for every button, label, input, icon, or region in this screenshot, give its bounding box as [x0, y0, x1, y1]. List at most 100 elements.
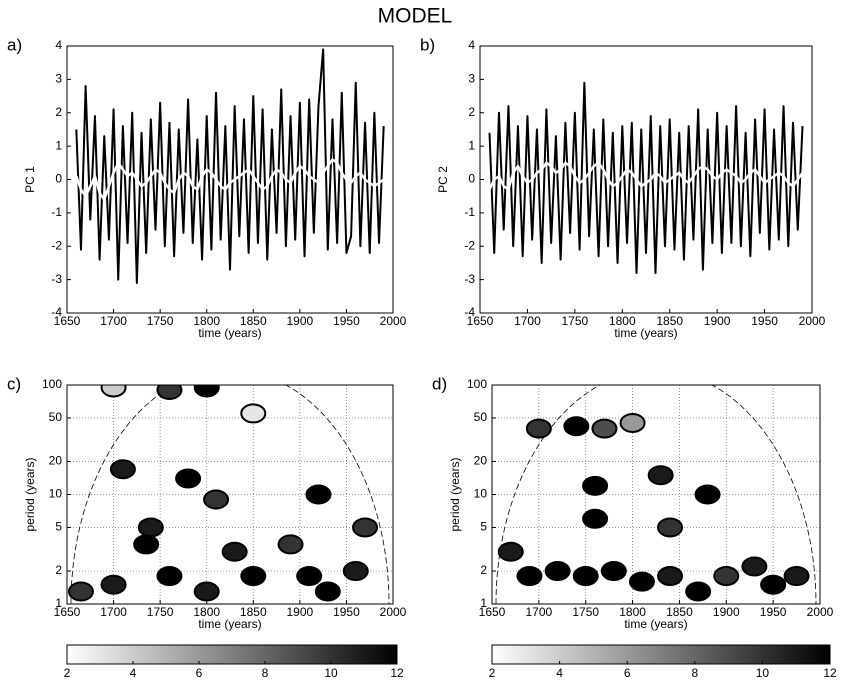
x-tick-label: 1950 [760, 605, 787, 619]
power-region [582, 508, 609, 529]
x-tick-label: 1800 [193, 605, 220, 619]
colorbar-tick-label: 8 [691, 666, 698, 680]
power-region [525, 418, 552, 439]
power-region [563, 416, 590, 437]
y-tick-label: -4 [464, 305, 475, 319]
power-region [109, 459, 136, 480]
colorbar-tick-label: 2 [64, 666, 71, 680]
y-tick-label: 10 [49, 487, 63, 501]
x-tick-label: 1800 [193, 314, 220, 328]
x-tick-label: 1650 [54, 314, 81, 328]
y-tick-label: -1 [51, 205, 62, 219]
y-tick-label: 5 [480, 520, 487, 534]
x-tick-label: 1750 [147, 605, 174, 619]
x-tick-label: 1650 [54, 605, 81, 619]
power-region [497, 541, 524, 562]
plot-frame [66, 384, 394, 605]
x-tick-label: 1700 [100, 605, 127, 619]
y-tick-label: 2 [55, 105, 62, 119]
x-axis-label: time (years) [198, 326, 261, 340]
power-region [600, 561, 627, 582]
plot-frame [479, 45, 813, 314]
y-tick-label: 20 [49, 454, 63, 468]
power-region [203, 489, 230, 510]
cone-of-influence [70, 385, 390, 604]
y-tick-label: 20 [474, 454, 488, 468]
power-region [685, 581, 712, 602]
y-tick-label: 1 [55, 138, 62, 152]
x-tick-label: 1900 [287, 314, 314, 328]
x-tick-label: 1700 [526, 605, 553, 619]
x-tick-label: 1750 [147, 314, 174, 328]
x-tick-label: 2000 [799, 314, 826, 328]
panel-label: a) [7, 35, 22, 54]
x-axis-label: time (years) [198, 617, 261, 631]
y-tick-label: 10 [474, 487, 488, 501]
power-region [591, 418, 618, 439]
figure-title: MODEL [378, 5, 453, 28]
colorbar-tick-label: 12 [390, 666, 404, 680]
y-tick-label: 4 [468, 38, 475, 52]
power-region [314, 581, 341, 602]
plot-area [67, 385, 393, 604]
power-region [619, 412, 646, 433]
colorbar [491, 644, 831, 665]
x-tick-label: 2000 [807, 605, 834, 619]
power-region [67, 581, 94, 602]
y-axis-label: PC 1 [23, 166, 37, 193]
power-region [342, 561, 369, 582]
y-tick-label: 3 [55, 72, 62, 86]
power-region [100, 574, 127, 595]
power-region [296, 566, 323, 587]
power-region [240, 403, 267, 424]
y-tick-label: -3 [51, 272, 62, 286]
power-region [647, 465, 674, 486]
power-region [760, 574, 787, 595]
x-tick-label: 1850 [666, 605, 693, 619]
y-tick-label: -1 [464, 205, 475, 219]
y-axis-label: PC 2 [436, 166, 450, 193]
power-region [694, 484, 721, 505]
plot-frame [491, 384, 821, 605]
power-region [305, 484, 332, 505]
x-tick-label: 1850 [656, 314, 683, 328]
y-tick-label: 100 [42, 377, 62, 391]
power-region [352, 517, 379, 538]
series-line [488, 81, 804, 274]
plot-area [75, 48, 385, 284]
power-region [175, 468, 202, 489]
power-region [713, 566, 740, 587]
power-region [628, 571, 655, 592]
y-tick-label: 2 [468, 105, 475, 119]
power-region [240, 566, 267, 587]
power-region [516, 566, 543, 587]
colorbar-tick-label: 4 [556, 666, 563, 680]
y-tick-label: 0 [55, 172, 62, 186]
x-tick-label: 1950 [751, 314, 778, 328]
x-tick-label: 1800 [609, 314, 636, 328]
y-axis-label: period (years) [448, 457, 462, 531]
series-line [75, 48, 385, 284]
colorbar-tick-label: 10 [324, 666, 338, 680]
plot-area [488, 81, 804, 274]
smoothed-line [488, 161, 804, 191]
colorbar-tick-label: 8 [262, 666, 269, 680]
x-tick-label: 1650 [467, 314, 494, 328]
x-tick-label: 1900 [704, 314, 731, 328]
power-region [221, 541, 248, 562]
x-tick-label: 1700 [514, 314, 541, 328]
y-tick-label: 1 [55, 596, 62, 610]
x-tick-label: 1850 [240, 605, 267, 619]
colorbar [66, 644, 398, 665]
power-region [100, 385, 127, 398]
x-axis-label: time (years) [614, 326, 677, 340]
power-region [741, 556, 768, 577]
y-tick-label: -4 [51, 305, 62, 319]
panel-label: b) [420, 35, 435, 54]
y-tick-label: 4 [55, 38, 62, 52]
y-tick-label: 2 [480, 563, 487, 577]
power-region [193, 385, 220, 398]
y-tick-label: -2 [464, 238, 475, 252]
y-tick-label: 0 [468, 172, 475, 186]
x-tick-label: 1750 [572, 605, 599, 619]
